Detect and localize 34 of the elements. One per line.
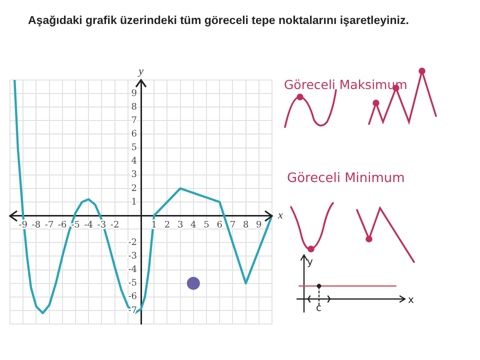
axes-sketch: y x c: [296, 254, 414, 314]
y-tick-label: 9: [131, 88, 138, 99]
y-axis-title: y: [138, 65, 144, 78]
y-tick-label: 7: [131, 116, 138, 126]
y-tick-label: -3: [128, 252, 138, 262]
y-tick-label: 6: [131, 130, 138, 140]
text: Göreceli Maksimum: [284, 77, 408, 92]
y-tick-label: 5: [131, 143, 138, 154]
y-tick-label: 1: [131, 197, 137, 208]
x-tick-label: -7: [44, 220, 54, 230]
y-tick-label: 4: [131, 156, 138, 167]
x-axis-title: x: [277, 209, 283, 222]
y-tick-label: 8: [131, 102, 138, 112]
x-tick-label: 2: [164, 220, 170, 230]
y-tick-label: 3: [131, 170, 138, 180]
x-tick-label: 3: [177, 220, 184, 230]
x-tick-label: 5: [204, 220, 210, 230]
x-tick-label: -2: [110, 220, 120, 230]
x-tick-label: -5: [71, 220, 80, 230]
y-tick-label: -4: [128, 265, 138, 276]
y-tick-label: -2: [128, 238, 137, 248]
x-tick-label: -8: [32, 220, 41, 230]
x-tick-label: 9: [256, 220, 262, 230]
x-tick-label: -4: [84, 220, 94, 230]
x-tick-label: 6: [216, 220, 223, 230]
text: Göreceli Minimum: [287, 171, 405, 186]
x-tick-label: 8: [242, 220, 249, 230]
y-tick-label: -6: [128, 292, 138, 302]
x-tick-label: 4: [190, 220, 197, 230]
x-tick-label: 7: [230, 220, 236, 230]
chart-title: Aşağıdaki grafik üzerindeki tüm göreceli tepe noktalarını işaretleyiniz.: [28, 15, 409, 27]
y-tick-label: 2: [131, 184, 137, 194]
y-tick-label: -5: [128, 278, 138, 289]
x-tick-label: -6: [58, 220, 68, 230]
